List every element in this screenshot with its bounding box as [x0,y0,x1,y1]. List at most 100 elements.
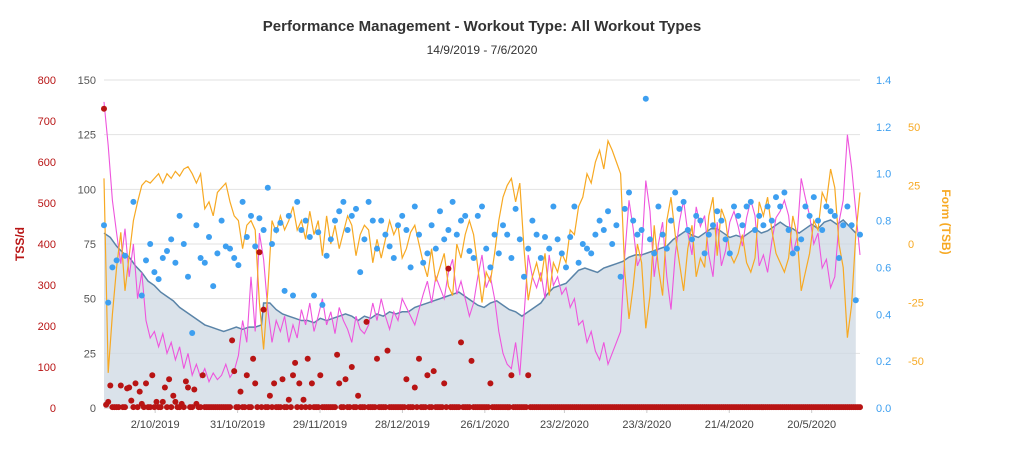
if-point [647,236,653,243]
tss-point [283,404,290,411]
tss-point [235,404,242,411]
tsb-tick-label: -50 [908,356,924,368]
if-point [159,255,166,262]
tss-tick-label: 600 [38,157,56,169]
if-point [428,222,435,229]
tss-point [277,404,284,411]
tss-point [170,392,177,399]
tss-point [485,404,492,411]
tss-point [256,249,263,256]
tsb-axis: -50 -25 0 25 50 Form (TSB) [908,122,953,368]
if-point [781,189,788,196]
tss-point [342,376,349,383]
if-point [437,208,443,215]
tsb-tick-label: 25 [908,180,920,192]
tss-point [258,404,265,411]
tss-point [241,404,248,411]
if-point [794,245,800,252]
tss-tick-label: 300 [38,280,56,292]
if-point [101,222,107,229]
tss-point [306,404,313,411]
tss-point [147,404,154,411]
tss-point [348,364,355,370]
if-tick-label: 1.0 [876,169,891,181]
chart-title: Performance Management - Workout Type: A… [262,18,702,35]
tss-point [166,376,173,383]
if-point [764,203,771,210]
if-point [533,231,540,238]
if-point [420,259,427,266]
if-tick-label: 0.2 [876,356,891,368]
if-point [130,198,137,205]
if-point [722,236,729,243]
tss-point [122,404,128,411]
x-tick-label: 28/12/2019 [375,419,430,431]
if-point [386,243,393,250]
if-point [395,222,401,229]
if-point [474,212,481,219]
tss-point [164,404,170,411]
if-point [550,203,557,210]
if-point [626,189,632,196]
if-point [613,222,620,229]
tss-point [132,380,139,387]
if-point [311,292,317,299]
tss-point [199,372,206,379]
if-point [302,217,309,224]
if-tick-label: 1.4 [876,75,891,87]
if-point [340,198,347,205]
tss-point [101,105,107,112]
tss-point [308,380,315,387]
if-point [525,245,532,252]
if-point [516,236,523,243]
if-point [504,231,511,238]
if-point [210,283,217,290]
tss-point [140,404,147,411]
chart-subtitle: 14/9/2019 - 7/6/2020 [426,43,538,57]
if-point [403,226,410,233]
if-point [369,217,376,224]
if-point [256,215,263,222]
if-tick-label: 0.6 [876,262,891,274]
ctl-tick-label: 100 [78,184,96,196]
if-point [836,255,842,262]
if-point [348,212,355,219]
if-point [500,222,506,229]
if-tick-label: 0.8 [876,216,891,228]
if-point [327,236,334,243]
if-point [218,217,225,224]
if-point [453,231,460,238]
if-point [705,231,712,238]
if-point [789,250,796,257]
ctl-tick-label: 150 [78,75,96,87]
tss-point [340,404,347,411]
if-point [655,203,662,210]
if-point [269,241,275,247]
if-point [785,226,792,233]
if-point [731,203,737,210]
if-point [827,208,834,215]
if-point [151,269,158,276]
tss-point [346,404,353,411]
tsb-axis-title: Form (TSB) [939,189,953,254]
if-point [332,217,338,224]
tss-point [443,404,450,411]
if-point [777,203,784,210]
if-point [773,194,779,201]
tss-point [285,396,292,403]
if-point [676,205,683,212]
if-point [470,255,477,262]
if-point [243,233,250,240]
x-tick-label: 26/1/2020 [460,419,509,431]
ctl-tick-label: 125 [78,130,96,142]
tss-point [487,380,494,387]
ctl-axis: 0 25 50 75 100 125 150 [78,75,96,415]
tss-point [334,351,341,358]
tss-point [151,404,158,411]
tss-point [411,384,418,391]
if-point [680,198,687,205]
tss-point [332,404,338,411]
tss-point [149,372,156,379]
tss-point [445,265,452,272]
x-tick-label: 23/3/2020 [622,419,671,431]
